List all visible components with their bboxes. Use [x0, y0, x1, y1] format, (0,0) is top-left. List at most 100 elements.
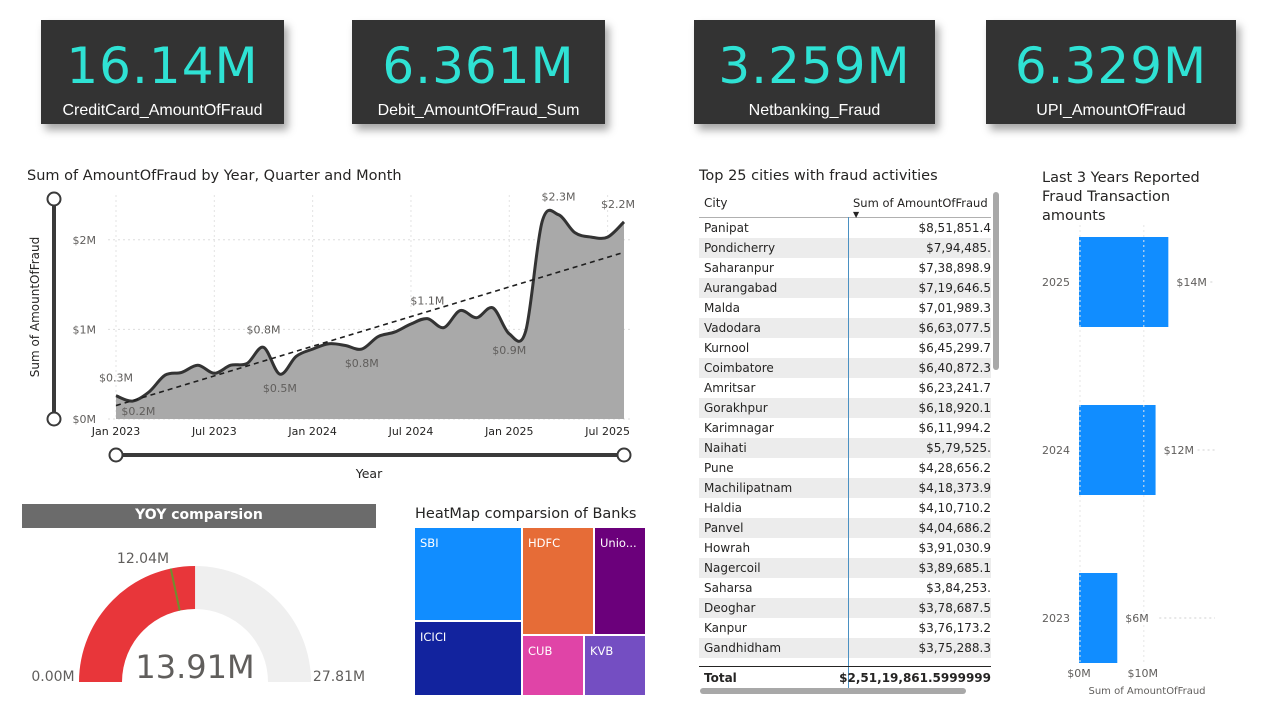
treemap-tile[interactable]: Unio... [595, 528, 645, 634]
x-tick-label: Jul 2024 [388, 425, 434, 438]
table-header: City Sum of AmountOfFraud ▼ [699, 190, 991, 219]
city-cell: Panvel [704, 521, 744, 535]
category-label: 2025 [1042, 276, 1070, 289]
bar-data-label: $14M [1176, 276, 1207, 289]
data-label: $0.3M [99, 372, 133, 385]
bar [1079, 405, 1156, 495]
treemap: SBI HDFC Unio... ICICI CUB KVB [415, 528, 645, 695]
table-row[interactable]: Amritsar $6,23,241.7 [699, 378, 991, 398]
table-row[interactable]: Deoghar $3,78,687.5 [699, 598, 991, 618]
treemap-tile-label: CUB [528, 644, 553, 658]
table-row[interactable]: Saharanpur $7,38,898.9 [699, 258, 991, 278]
city-cell: Amritsar [704, 381, 756, 395]
table-row[interactable]: Gandhidham $3,75,288.3 [699, 638, 991, 658]
amount-cell: $3,75,288.3 [918, 641, 991, 655]
amount-cell: $4,18,373.9 [918, 481, 991, 495]
table-row[interactable]: Panvel $4,04,686.2 [699, 518, 991, 538]
table-row[interactable]: Nagercoil $3,89,685.1 [699, 558, 991, 578]
kpi-label: UPI_AmountOfFraud [1036, 102, 1186, 119]
table-row[interactable]: Aurangabad $7,19,646.5 [699, 278, 991, 298]
gauge-target-marker [169, 568, 181, 611]
city-cell: Kurnool [704, 341, 750, 355]
kpi-value: 6.361M [382, 37, 575, 95]
amount-cell: $6,11,994.2 [918, 421, 991, 435]
amount-cell: $7,01,989.3 [918, 301, 991, 315]
table-row[interactable]: Howrah $3,91,030.9 [699, 538, 991, 558]
table-row[interactable]: Kanpur $3,76,173.2 [699, 618, 991, 638]
city-cell: Nagercoil [704, 561, 761, 575]
amount-cell: $8,51,851.4 [918, 221, 991, 235]
treemap-tile[interactable]: ICICI [415, 622, 521, 695]
area-chart-title: Sum of AmountOfFraud by Year, Quarter an… [27, 168, 402, 184]
amount-cell: $3,89,685.1 [918, 561, 991, 575]
city-cell: Panipat [704, 221, 749, 235]
y-range-slider-handle[interactable] [46, 411, 62, 427]
table-row[interactable]: Pondicherry $7,94,485. [699, 238, 991, 258]
table-row[interactable]: Saharsa $3,84,253. [699, 578, 991, 598]
kpi-card-debit: 6.361M Debit_AmountOfFraud_Sum [352, 20, 605, 124]
y-tick-label: $0M [73, 413, 97, 426]
amount-cell: $4,04,686.2 [918, 521, 991, 535]
city-cell: Malda [704, 301, 741, 315]
table-row[interactable]: Vadodara $6,63,077.5 [699, 318, 991, 338]
kpi-label: CreditCard_AmountOfFraud [62, 102, 263, 119]
table-row[interactable]: Karimnagar $6,11,994.2 [699, 418, 991, 438]
area-fill [116, 210, 624, 419]
treemap-tile[interactable]: CUB [523, 636, 583, 695]
data-label: $0.5M [263, 382, 297, 395]
y-tick-label: $2M [73, 234, 97, 247]
city-cell: Haldia [704, 501, 743, 515]
y-tick-label: $1M [73, 323, 97, 336]
table-body: Panipat $8,51,851.4 Pondicherry $7,94,485. S… [699, 218, 991, 658]
category-label: 2023 [1042, 612, 1070, 625]
data-label: $2.2M [601, 198, 635, 211]
x-axis-label: Sum of AmountOfFraud [1088, 686, 1205, 697]
table-total-row: Total $2,51,19,861.5999999 [699, 666, 991, 689]
data-label: $0.8M [246, 323, 280, 336]
total-value: $2,51,19,861.5999999 [839, 671, 991, 685]
horizontal-scrollbar[interactable] [700, 688, 966, 694]
treemap-tile[interactable]: HDFC [523, 528, 593, 634]
vertical-scrollbar[interactable] [993, 192, 999, 370]
data-label: $0.8M [345, 357, 379, 370]
x-range-slider-handle[interactable] [616, 447, 632, 463]
bar-chart-title: Last 3 Years Reported Fraud Transaction … [1042, 169, 1200, 226]
amount-cell: $3,78,687.5 [918, 601, 991, 615]
treemap-tile-label: KVB [590, 644, 614, 658]
table-row[interactable]: Pune $4,28,656.2 [699, 458, 991, 478]
amount-cell: $6,18,920.1 [918, 401, 991, 415]
treemap-tile[interactable]: KVB [585, 636, 645, 695]
city-cell: Naihati [704, 441, 747, 455]
city-cell: Deoghar [704, 601, 756, 615]
amount-cell: $4,28,656.2 [918, 461, 991, 475]
x-tick-label: Jan 2025 [484, 425, 533, 438]
gauge-value: 13.91M [135, 648, 254, 686]
column-header-city[interactable]: City [704, 196, 728, 210]
kpi-label: Debit_AmountOfFraud_Sum [377, 102, 580, 119]
treemap-tile[interactable]: SBI [415, 528, 521, 620]
kpi-card-netbanking: 3.259M Netbanking_Fraud [694, 20, 935, 124]
bar-chart-title-line: Last 3 Years Reported [1042, 170, 1200, 186]
kpi-card-creditcard: 16.14M CreditCard_AmountOfFraud [41, 20, 284, 124]
table-row[interactable]: Machilipatnam $4,18,373.9 [699, 478, 991, 498]
column-header-amount[interactable]: Sum of AmountOfFraud [853, 196, 988, 210]
city-cell: Pondicherry [704, 241, 776, 255]
city-cell: Machilipatnam [704, 481, 793, 495]
column-divider [848, 217, 849, 688]
treemap-tile-label: SBI [420, 536, 439, 550]
table-row[interactable]: Haldia $4,10,710.2 [699, 498, 991, 518]
amount-cell: $6,40,872.3 [918, 361, 991, 375]
table-row[interactable]: Gorakhpur $6,18,920.1 [699, 398, 991, 418]
y-axis-label: Sum of AmountOfFraud [28, 237, 42, 377]
table-row[interactable]: Panipat $8,51,851.4 [699, 218, 991, 238]
table-row[interactable]: Coimbatore $6,40,872.3 [699, 358, 991, 378]
bar-data-label: $6M [1125, 612, 1149, 625]
bar [1079, 573, 1118, 663]
table-row[interactable]: Naihati $5,79,525. [699, 438, 991, 458]
amount-cell: $3,76,173.2 [918, 621, 991, 635]
table-row[interactable]: Malda $7,01,989.3 [699, 298, 991, 318]
table-row[interactable]: Kurnool $6,45,299.7 [699, 338, 991, 358]
y-range-slider-handle[interactable] [46, 191, 62, 207]
x-tick-label: Jul 2025 [584, 425, 630, 438]
x-range-slider-handle[interactable] [108, 447, 124, 463]
